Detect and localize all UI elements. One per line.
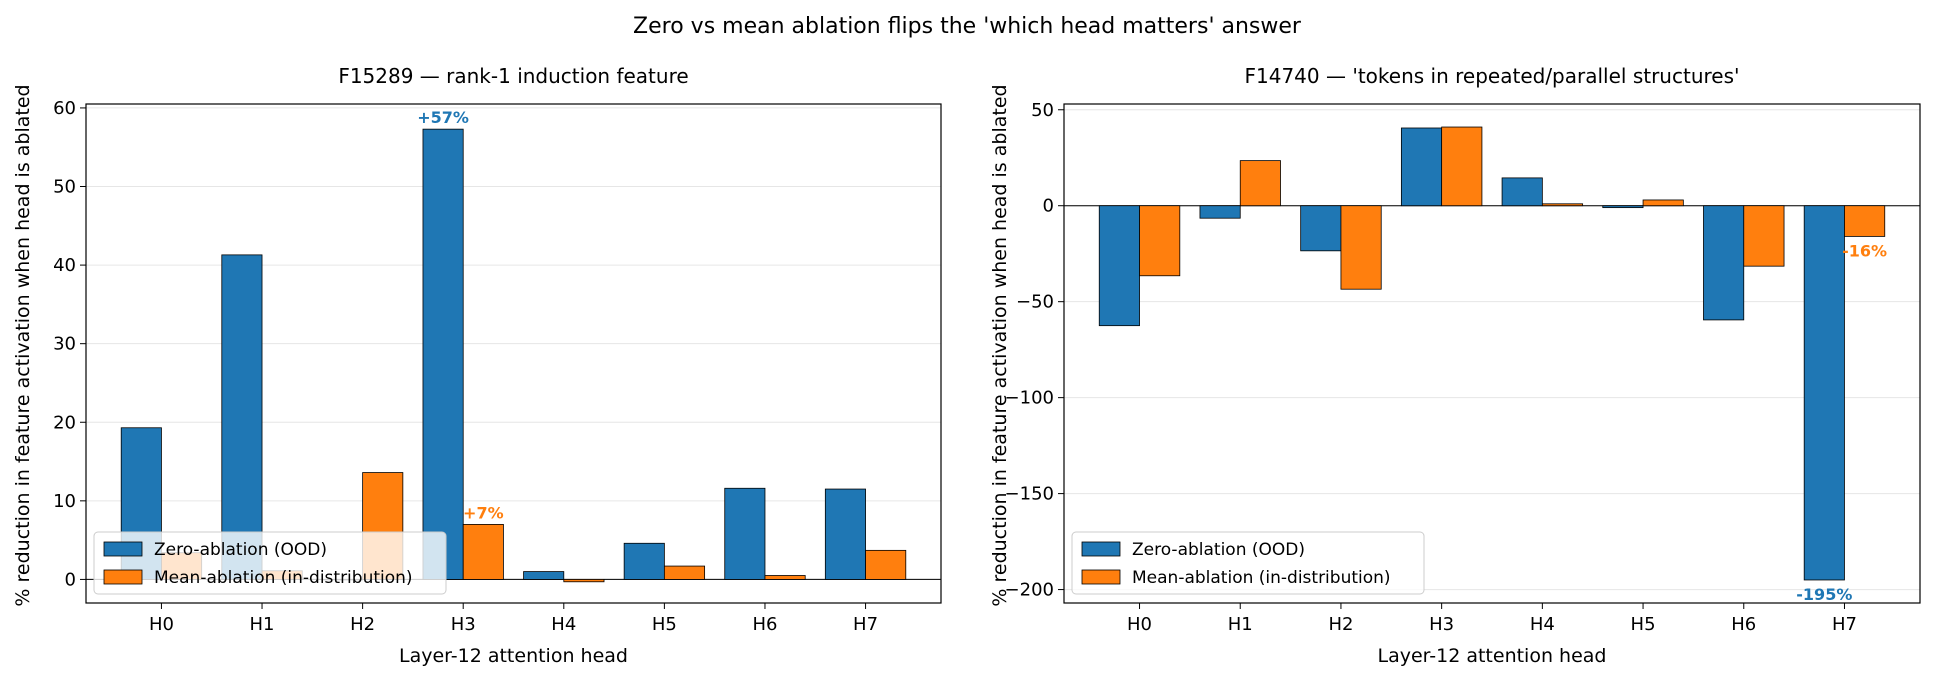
bar-zero-h5 bbox=[623, 542, 665, 580]
bar-mean-h4 bbox=[1541, 203, 1584, 207]
bar-mean-h4 bbox=[563, 579, 605, 583]
bar-zero-h2 bbox=[1300, 205, 1342, 252]
bar-mean-h6 bbox=[764, 575, 806, 580]
y-tick-label: 20 bbox=[53, 412, 76, 433]
y-tick-label: 40 bbox=[53, 255, 76, 276]
bar-zero-h3 bbox=[422, 128, 464, 580]
x-tick-label: H2 bbox=[350, 614, 375, 635]
y-tick-label: 50 bbox=[1031, 100, 1054, 121]
bar-mean-h2 bbox=[1340, 205, 1382, 290]
x-tick-label: H1 bbox=[1228, 614, 1253, 635]
bar-mean-h6 bbox=[1743, 205, 1785, 267]
bar-mean-h0 bbox=[1139, 205, 1181, 277]
bar-mean-h3 bbox=[1441, 126, 1483, 207]
legend: Zero-ablation (OOD) Mean-ablation (in-dis… bbox=[93, 531, 447, 595]
figure-suptitle: Zero vs mean ablation flips the 'which h… bbox=[633, 14, 1302, 39]
legend-label: Mean-ablation (in-distribution) bbox=[1132, 568, 1391, 588]
bar-mean-h7 bbox=[865, 549, 907, 580]
legend-swatch-zero bbox=[1081, 541, 1121, 557]
x-axis-label: Layer-12 attention head bbox=[1378, 645, 1607, 667]
legend: Zero-ablation (OOD) Mean-ablation (in-dis… bbox=[1071, 531, 1425, 595]
bar-mean-h3 bbox=[462, 524, 504, 580]
bar-zero-h5 bbox=[1602, 205, 1644, 209]
x-tick-label: H3 bbox=[451, 614, 476, 635]
bar-zero-h4 bbox=[1501, 177, 1543, 207]
x-axis-label: Layer-12 attention head bbox=[399, 645, 628, 667]
chart-panel-left: +57% +7% 0 10 20 30 40 50 60 H0 H1 H2 H3 H4 H5 H6 H7 F152… bbox=[12, 64, 942, 667]
y-tick-label: 30 bbox=[53, 334, 76, 355]
chart-title: F14740 — 'tokens in repeated/parallel st… bbox=[1245, 64, 1740, 88]
axes-frame bbox=[85, 103, 942, 604]
y-tick-label: 50 bbox=[53, 177, 76, 198]
y-axis-label: % reduction in feature activation when h… bbox=[12, 84, 34, 606]
legend-label: Zero-ablation (OOD) bbox=[1132, 540, 1305, 560]
bar-zero-h3 bbox=[1400, 127, 1443, 207]
x-tick-label: H1 bbox=[250, 614, 275, 635]
bar-zero-h7 bbox=[1803, 205, 1845, 581]
x-tick-label: H2 bbox=[1328, 614, 1353, 635]
y-tick-label: −200 bbox=[1005, 580, 1054, 601]
x-tick-label: H5 bbox=[652, 614, 677, 635]
legend-label: Mean-ablation (in-distribution) bbox=[154, 568, 413, 588]
y-tick-label: 60 bbox=[53, 98, 76, 119]
bar-zero-h0 bbox=[1098, 205, 1140, 327]
legend-swatch-mean bbox=[103, 569, 143, 585]
x-tick-label: H6 bbox=[752, 614, 777, 635]
x-tick-label: H6 bbox=[1731, 614, 1756, 635]
bar-annotation: -16% bbox=[1842, 241, 1887, 260]
bar-mean-h5 bbox=[663, 565, 706, 580]
y-tick-label: −100 bbox=[1005, 388, 1054, 409]
chart-title: F15289 — rank-1 induction feature bbox=[338, 64, 688, 88]
legend-label: Zero-ablation (OOD) bbox=[154, 540, 327, 560]
x-tick-label: H0 bbox=[1127, 614, 1152, 635]
chart-panel-right: -195% -16% −200 −150 −100 −50 0 50 H0 H1 H2 H3 H4 H5 H… bbox=[989, 64, 1921, 667]
bar-mean-h5 bbox=[1642, 199, 1684, 207]
bar-zero-h6 bbox=[724, 487, 766, 580]
bar-annotation: +7% bbox=[463, 503, 504, 522]
bar-annotation: -195% bbox=[1796, 585, 1852, 604]
y-tick-label: 10 bbox=[53, 491, 76, 512]
bar-zero-h1 bbox=[1199, 205, 1241, 219]
x-tick-label: H4 bbox=[551, 614, 576, 635]
x-tick-label: H7 bbox=[853, 614, 878, 635]
bar-mean-h7 bbox=[1844, 205, 1886, 237]
bar-annotation: +57% bbox=[417, 108, 469, 127]
legend-box bbox=[1071, 531, 1425, 595]
x-tick-label: H7 bbox=[1832, 614, 1857, 635]
y-tick-label: −150 bbox=[1005, 484, 1054, 505]
bar-zero-h6 bbox=[1703, 205, 1745, 321]
y-tick-label: 0 bbox=[65, 569, 76, 590]
legend-swatch-zero bbox=[103, 541, 143, 557]
axes-frame bbox=[1063, 103, 1921, 604]
bar-zero-h7 bbox=[824, 488, 866, 580]
bar-zero-h4 bbox=[523, 571, 565, 580]
y-axis-label: % reduction in feature activation when h… bbox=[989, 84, 1011, 606]
x-tick-label: H4 bbox=[1530, 614, 1555, 635]
x-tick-label: H3 bbox=[1429, 614, 1454, 635]
y-tick-label: −50 bbox=[1016, 292, 1054, 313]
x-tick-label: H5 bbox=[1631, 614, 1656, 635]
y-tick-label: 0 bbox=[1043, 196, 1054, 217]
bar-mean-h1 bbox=[1239, 160, 1281, 207]
legend-swatch-mean bbox=[1081, 569, 1121, 585]
legend-box bbox=[93, 531, 447, 595]
bar-zero-h1 bbox=[221, 254, 263, 580]
x-tick-label: H0 bbox=[149, 614, 174, 635]
